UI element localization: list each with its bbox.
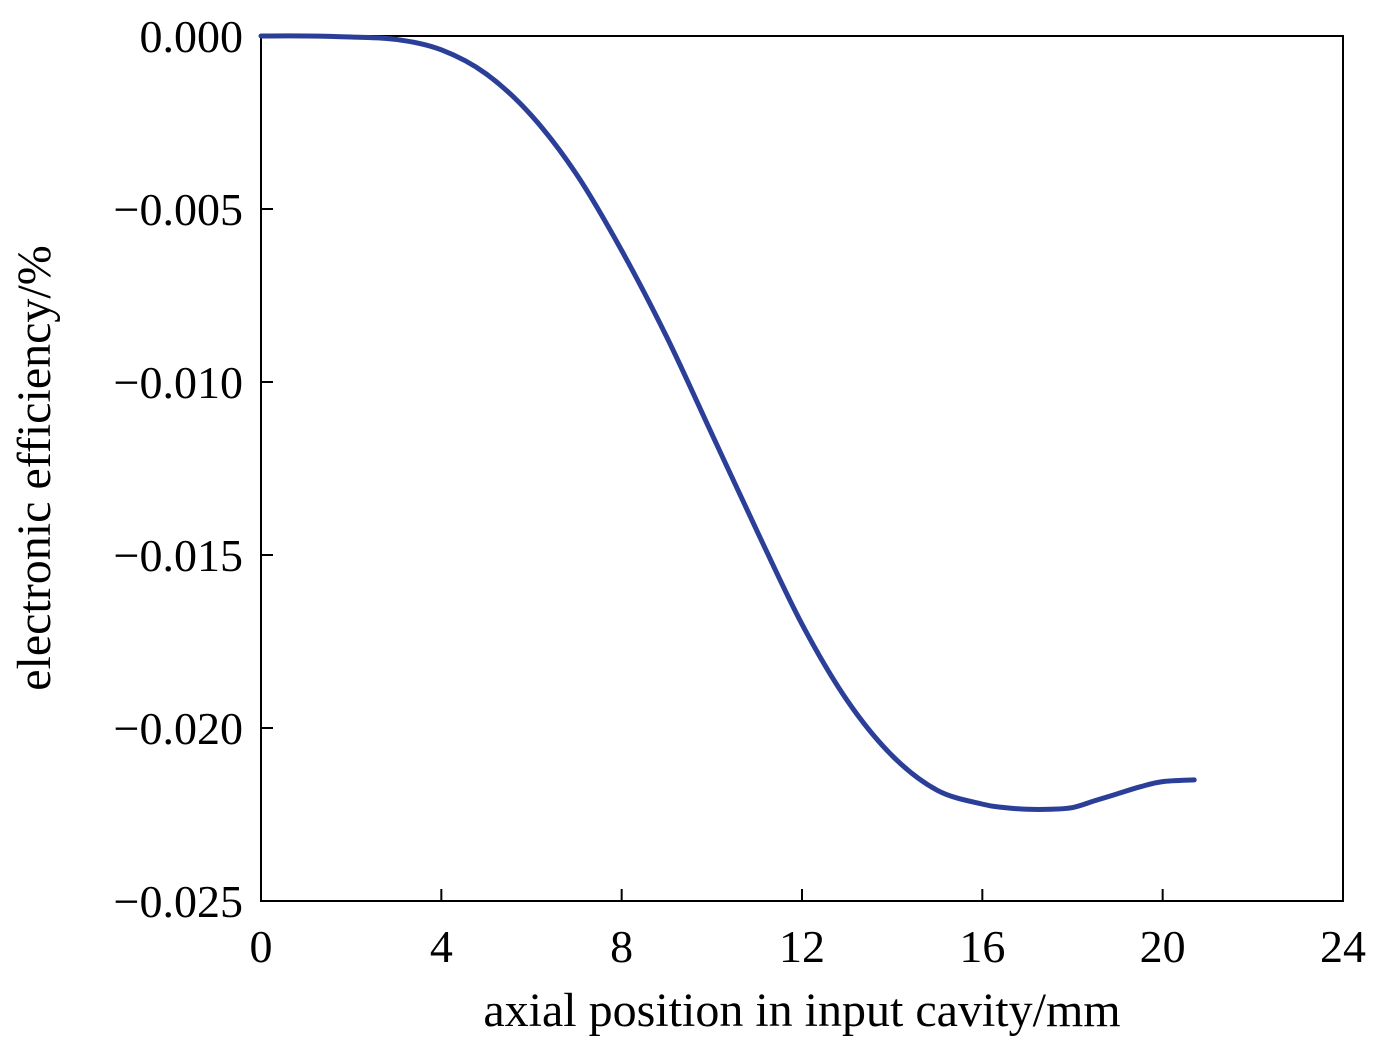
x-tick-label: 24 [1320, 921, 1366, 972]
series-line-0 [258, 33, 1197, 813]
tick-labels-group: 0 4 8 12 16 20 24 0.000 −0.005 −0.010 −0.015 −0.020… [114, 11, 1366, 972]
ticks-group [260, 35, 1344, 902]
plot-frame [260, 35, 1344, 902]
y-axis-label: electronic efficiency/% [8, 245, 61, 691]
x-tick-label: 20 [1140, 921, 1186, 972]
x-tick-label: 12 [779, 921, 825, 972]
y-tick-label: 0.000 [140, 11, 244, 62]
series-group [258, 33, 1197, 813]
x-tick-label: 8 [610, 921, 633, 972]
x-tick-label: 0 [250, 921, 273, 972]
y-tick-label: −0.015 [114, 530, 243, 581]
x-axis-label: axial position in input cavity/mm [483, 984, 1120, 1037]
y-tick-label: −0.010 [114, 357, 243, 408]
x-tick-label: 16 [959, 921, 1005, 972]
y-tick-label: −0.020 [114, 703, 243, 754]
y-tick-label: −0.005 [114, 184, 243, 235]
y-tick-label: −0.025 [114, 876, 243, 927]
x-tick-label: 4 [430, 921, 453, 972]
